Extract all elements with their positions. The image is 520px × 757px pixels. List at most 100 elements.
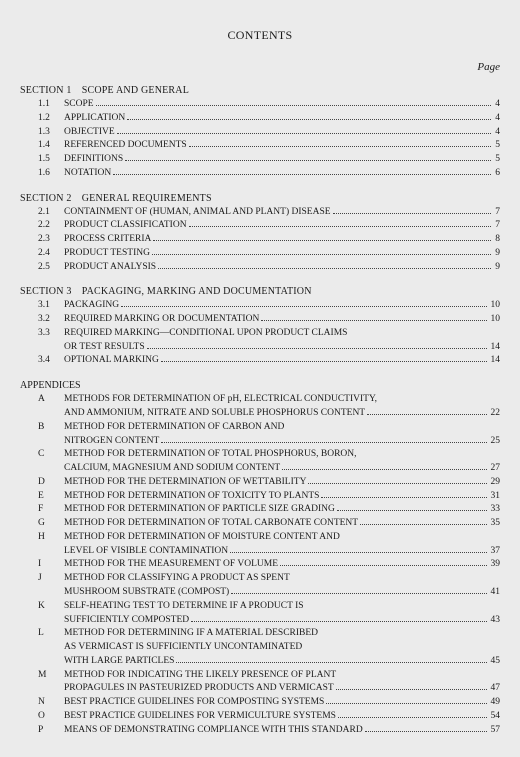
toc-number: L — [38, 627, 64, 641]
toc-text-row: OPTIONAL MARKING14 — [64, 354, 500, 368]
toc-number: J — [38, 572, 64, 586]
toc-text-wrap: METHOD FOR THE MEASUREMENT OF VOLUME39 — [64, 558, 500, 572]
toc-leader-dots — [367, 408, 486, 415]
toc-text-row: METHOD FOR THE MEASUREMENT OF VOLUME39 — [64, 558, 500, 572]
toc-entry: CMETHOD FOR DETERMINATION OF TOTAL PHOSP… — [38, 448, 500, 476]
toc-text-wrap: METHOD FOR INDICATING THE LIKELY PRESENC… — [64, 669, 500, 697]
toc-entry: 3.1PACKAGING10 — [38, 299, 500, 313]
toc-page-number: 41 — [489, 586, 501, 600]
toc-text-wrap: METHOD FOR THE DETERMINATION OF WETTABIL… — [64, 476, 500, 490]
toc-text: REFERENCED DOCUMENTS — [64, 139, 187, 153]
toc-text-wrap: MEANS OF DEMONSTRATING COMPLIANCE WITH T… — [64, 724, 500, 738]
toc-number: D — [38, 476, 64, 490]
toc-text-wrap: METHODS FOR DETERMINATION OF pH, ELECTRI… — [64, 393, 500, 421]
toc-leader-dots — [147, 342, 487, 349]
toc-leader-dots — [127, 113, 491, 120]
toc-number: 2.1 — [38, 206, 64, 220]
toc-number: P — [38, 724, 64, 738]
toc-text-wrap: METHOD FOR DETERMINATION OF MOISTURE CON… — [64, 531, 500, 559]
toc-page-number: 49 — [489, 696, 501, 710]
toc-text: METHOD FOR THE DETERMINATION OF WETTABIL… — [64, 476, 306, 490]
toc-leader-dots — [152, 248, 491, 255]
toc-text-row: METHOD FOR DETERMINATION OF TOTAL CARBON… — [64, 517, 500, 531]
toc-text: REQUIRED MARKING—CONDITIONAL UPON PRODUC… — [64, 327, 347, 341]
toc-entry: LMETHOD FOR DETERMINING IF A MATERIAL DE… — [38, 627, 500, 668]
toc-text: METHOD FOR DETERMINATION OF TOTAL PHOSPH… — [64, 448, 357, 462]
toc-text-row: METHOD FOR DETERMINATION OF CARBON AND — [64, 421, 500, 435]
toc-leader-dots — [176, 656, 486, 663]
section-heading: SECTION 2 GENERAL REQUIREMENTS — [20, 193, 500, 204]
toc-leader-dots — [230, 546, 486, 553]
toc-leader-dots — [161, 355, 487, 362]
toc-leader-dots — [161, 435, 486, 442]
toc-text-wrap: PACKAGING10 — [64, 299, 500, 313]
toc-leader-dots — [336, 683, 487, 690]
toc-text-row: CONTAINMENT OF (HUMAN, ANIMAL AND PLANT)… — [64, 206, 500, 220]
toc-leader-dots — [308, 477, 486, 484]
toc-text: SCOPE — [64, 98, 94, 112]
toc-number: F — [38, 503, 64, 517]
toc-text-row: REQUIRED MARKING—CONDITIONAL UPON PRODUC… — [64, 327, 500, 341]
toc-text: DEFINITIONS — [64, 153, 123, 167]
toc-entry: 1.2APPLICATION4 — [38, 112, 500, 126]
toc-page-number: 6 — [493, 167, 500, 181]
toc-text: NOTATION — [64, 167, 111, 181]
toc-text-row: METHOD FOR DETERMINATION OF TOXICITY TO … — [64, 490, 500, 504]
toc-leader-dots — [117, 126, 492, 133]
toc-text: METHOD FOR DETERMINATION OF TOXICITY TO … — [64, 490, 319, 504]
toc-page-number: 22 — [489, 407, 501, 421]
toc-text-row: NOTATION 6 — [64, 167, 500, 181]
toc-page-number: 43 — [489, 614, 501, 628]
toc-text-row: METHOD FOR DETERMINATION OF TOTAL PHOSPH… — [64, 448, 500, 462]
toc-page-number: 45 — [489, 655, 501, 669]
toc-number: 1.5 — [38, 153, 64, 167]
toc-number: M — [38, 669, 64, 683]
toc-text-wrap: SELF-HEATING TEST TO DETERMINE IF A PROD… — [64, 600, 500, 628]
toc-entry: NBEST PRACTICE GUIDELINES FOR COMPOSTING… — [38, 696, 500, 710]
toc-number: 3.4 — [38, 354, 64, 368]
toc-text-wrap: METHOD FOR DETERMINATION OF PARTICLE SIZ… — [64, 503, 500, 517]
toc-number: 1.3 — [38, 126, 64, 140]
appendices-container: AMETHODS FOR DETERMINATION OF pH, ELECTR… — [20, 393, 500, 737]
toc-text: AS VERMICAST IS SUFFICIENTLY UNCONTAMINA… — [64, 641, 302, 655]
section-heading: SECTION 3 PACKAGING, MARKING AND DOCUMEN… — [20, 286, 500, 297]
toc-entry: 2.5PRODUCT ANALYSIS9 — [38, 261, 500, 275]
toc-text-row: AND AMMONIUM, NITRATE AND SOLUBLE PHOSPH… — [64, 407, 500, 421]
toc-text-wrap: APPLICATION4 — [64, 112, 500, 126]
toc-text-row: SUFFICIENTLY COMPOSTED43 — [64, 614, 500, 628]
toc-text: PACKAGING — [64, 299, 119, 313]
toc-text-row: LEVEL OF VISIBLE CONTAMINATION37 — [64, 545, 500, 559]
toc-entry: AMETHODS FOR DETERMINATION OF pH, ELECTR… — [38, 393, 500, 421]
toc-text-wrap: PRODUCT CLASSIFICATION7 — [64, 219, 500, 233]
toc-leader-dots — [321, 490, 486, 497]
toc-page-number: 4 — [493, 98, 500, 112]
toc-leader-dots — [261, 314, 486, 321]
toc-text: METHOD FOR DETERMINATION OF PARTICLE SIZ… — [64, 503, 335, 517]
toc-entry: BMETHOD FOR DETERMINATION OF CARBON ANDN… — [38, 421, 500, 449]
toc-leader-dots — [121, 300, 486, 307]
toc-text-row: BEST PRACTICE GUIDELINES FOR COMPOSTING … — [64, 696, 500, 710]
toc-text-row: METHOD FOR DETERMINATION OF MOISTURE CON… — [64, 531, 500, 545]
toc-text-row: OBJECTIVE4 — [64, 126, 500, 140]
contents-title: CONTENTS — [20, 28, 500, 43]
toc-page-number: 10 — [489, 313, 501, 327]
toc-page-number: 57 — [489, 724, 501, 738]
toc-text: OR TEST RESULTS — [64, 341, 145, 355]
toc-text-wrap: METHOD FOR DETERMINATION OF CARBON ANDNI… — [64, 421, 500, 449]
toc-text: METHOD FOR THE MEASUREMENT OF VOLUME — [64, 558, 278, 572]
toc-text-row: SELF-HEATING TEST TO DETERMINE IF A PROD… — [64, 600, 500, 614]
toc-number: K — [38, 600, 64, 614]
toc-page-number: 5 — [493, 139, 500, 153]
toc-page-number: 9 — [493, 261, 500, 275]
toc-entry: 2.4PRODUCT TESTING9 — [38, 247, 500, 261]
toc-text: METHOD FOR DETERMINATION OF CARBON AND — [64, 421, 284, 435]
toc-text-row: METHOD FOR DETERMINING IF A MATERIAL DES… — [64, 627, 500, 641]
section-heading: SECTION 1 SCOPE AND GENERAL — [20, 85, 500, 96]
toc-text-wrap: METHOD FOR DETERMINATION OF TOXICITY TO … — [64, 490, 500, 504]
toc-text: CONTAINMENT OF (HUMAN, ANIMAL AND PLANT)… — [64, 206, 331, 220]
toc-text: BEST PRACTICE GUIDELINES FOR VERMICULTUR… — [64, 710, 336, 724]
toc-text-wrap: OBJECTIVE4 — [64, 126, 500, 140]
toc-entry: MMETHOD FOR INDICATING THE LIKELY PRESEN… — [38, 669, 500, 697]
toc-text: PRODUCT TESTING — [64, 247, 150, 261]
toc-page-number: 54 — [489, 710, 501, 724]
